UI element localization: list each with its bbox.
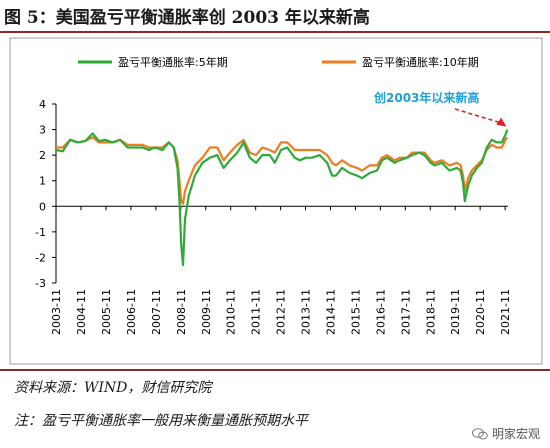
- y-tick-label: -3: [35, 277, 46, 290]
- x-tick-label: 2008-11: [175, 289, 188, 335]
- y-tick-label: -1: [35, 226, 46, 239]
- y-tick-label: 3: [39, 124, 46, 137]
- y-axis: -3 -2 -1 0 1 2 3 4: [35, 98, 57, 290]
- y-tick-label: 1: [39, 175, 46, 188]
- x-tick-label: 2011-11: [250, 289, 263, 335]
- annotation-label: 创2003年以来新高: [373, 90, 479, 105]
- series-line-10y: [56, 136, 509, 205]
- x-tick-label: 2007-11: [150, 289, 163, 335]
- footnote: 注：盈亏平衡通胀率一般用来衡量通胀预期水平: [14, 413, 308, 429]
- bottom-rule: [0, 369, 550, 371]
- x-tick-label: 2014-11: [324, 289, 337, 335]
- source-note: 资料来源：WIND，财信研究院: [14, 380, 212, 396]
- x-tick-label: 2021-11: [499, 289, 512, 335]
- x-tick-label: 2019-11: [449, 289, 462, 335]
- chart: -3 -2 -1 0 1 2 3 4 2003-11 2004-11 2005-11 2006-11…: [9, 37, 543, 365]
- annotation-arrowhead: [496, 117, 507, 127]
- watermark: 明家宏观: [471, 425, 540, 442]
- y-tick-label: 4: [39, 98, 46, 111]
- x-tick-label: 2016-11: [374, 289, 387, 335]
- x-tick-label: 2004-11: [75, 289, 88, 335]
- y-tick-label: 0: [39, 200, 46, 213]
- x-tick-label: 2005-11: [100, 289, 113, 335]
- annotation-arrow: [454, 108, 504, 125]
- y-tick-label: 2: [39, 149, 46, 162]
- x-tick-label: 2017-11: [399, 289, 412, 335]
- x-tick-label: 2009-11: [200, 289, 213, 335]
- x-tick-label: 2010-11: [225, 289, 238, 335]
- series-lines: [55, 129, 509, 267]
- chart-frame: [9, 37, 543, 365]
- y-tick-label: -2: [35, 251, 46, 264]
- series-line-5y: [55, 129, 509, 267]
- legend-5y-label: 盈亏平衡通胀率:5年期: [118, 55, 228, 69]
- x-tick-label: 2003-11: [50, 289, 63, 335]
- x-tick-label: 2006-11: [125, 289, 138, 335]
- legend: 盈亏平衡通胀率:5年期 盈亏平衡通胀率:10年期: [78, 55, 479, 69]
- x-tick-label: 2018-11: [424, 289, 437, 335]
- x-tick-label: 2013-11: [300, 289, 313, 335]
- figure-title: 图 5：美国盈亏平衡通胀率创 2003 年以来新高: [4, 8, 370, 28]
- annotation: 创2003年以来新高: [373, 90, 507, 127]
- top-rule: [0, 31, 550, 33]
- legend-10y-label: 盈亏平衡通胀率:10年期: [362, 55, 479, 69]
- watermark-text: 明家宏观: [491, 427, 540, 441]
- x-tick-label: 2012-11: [275, 289, 288, 335]
- x-axis: 2003-11 2004-11 2005-11 2006-11 2007-11 2008-…: [50, 205, 512, 335]
- x-tick-label: 2015-11: [349, 289, 362, 335]
- x-tick-label: 2020-11: [474, 289, 487, 335]
- wechat-icon: [471, 427, 488, 439]
